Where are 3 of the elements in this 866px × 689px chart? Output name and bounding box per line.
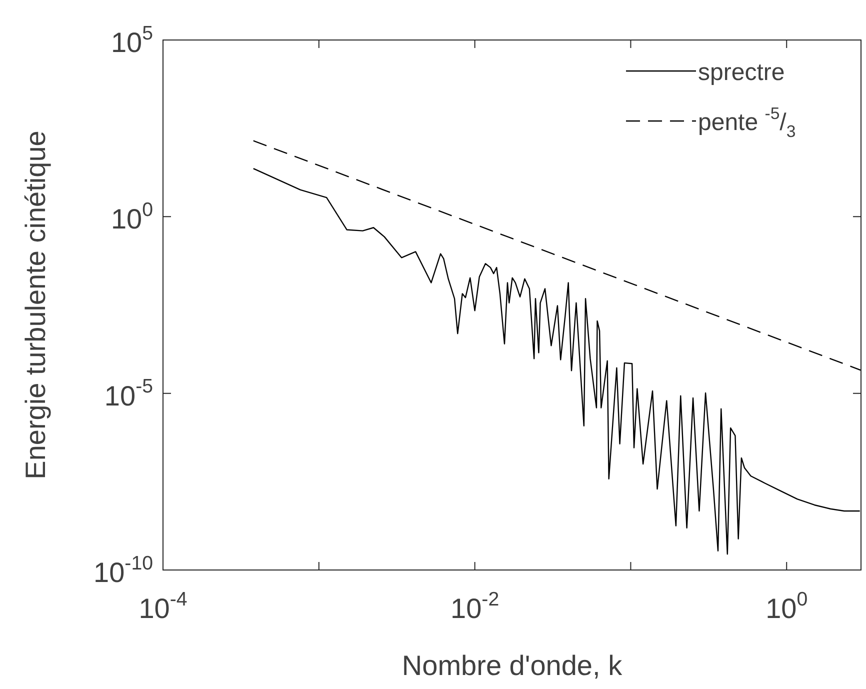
legend-label: sprectre [698, 59, 785, 86]
x-axis-title: Nombre d'onde, k [402, 650, 624, 681]
y-axis-title: Energie turbulente cinétique [20, 130, 51, 480]
